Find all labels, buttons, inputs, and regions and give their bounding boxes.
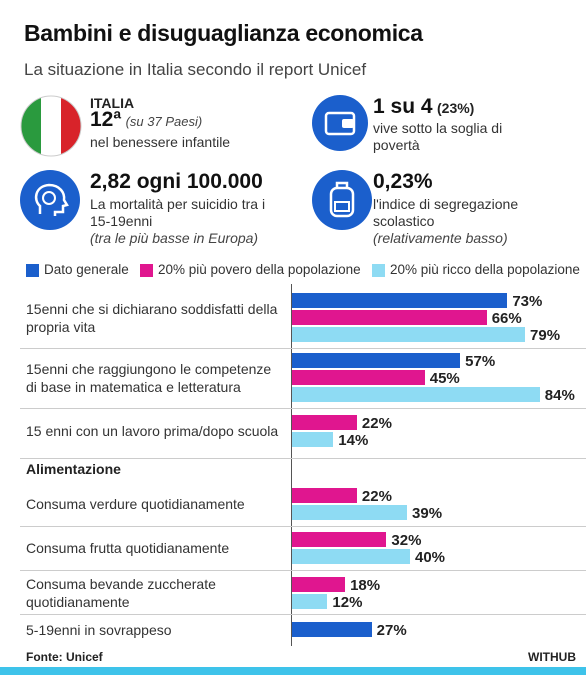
divider	[20, 348, 586, 349]
bar	[292, 310, 487, 325]
stat-note: (su 37 Paesi)	[125, 114, 203, 129]
source: Fonte: Unicef	[26, 650, 103, 664]
bar	[292, 387, 540, 402]
stat: 12ª (su 37 Paesi)	[90, 108, 202, 132]
bar	[292, 577, 346, 592]
divider	[20, 526, 586, 527]
bar	[292, 549, 410, 564]
wallet-icon	[312, 95, 368, 151]
value-label: 18%	[350, 577, 381, 594]
stat-text: nel benessere infantile	[90, 134, 231, 150]
category-label: Consuma verdure quotidianamente	[26, 496, 245, 512]
legend-label: Dato generale	[44, 262, 129, 277]
subtitle: La situazione in Italia secondo il repor…	[24, 60, 367, 79]
value-label: 40%	[415, 549, 446, 566]
stat-big: 2,82 ogni 100.000	[90, 170, 263, 193]
legend-label: 20% più povero della popolazione	[158, 262, 361, 277]
category-label: 15enni che raggiungono le competenze di …	[26, 360, 272, 395]
stat-note: (tra le più basse in Europa)	[90, 230, 259, 246]
head-icon	[20, 170, 80, 230]
bottom-strip	[0, 667, 586, 675]
bar	[292, 622, 372, 637]
baseline	[291, 284, 292, 646]
value-label: 57%	[465, 353, 496, 370]
value-label: 27%	[376, 622, 407, 639]
bar	[292, 353, 461, 368]
stat-text: La mortalità per suicidio tra i 15-19enn…	[90, 196, 266, 229]
divider	[20, 408, 586, 409]
value-label: 79%	[530, 327, 561, 344]
category-label: 15enni che si dichiarano soddisfatti del…	[26, 300, 278, 335]
title: Bambini e disuguaglianza economica	[24, 20, 423, 46]
stat-big: 12ª	[90, 108, 122, 131]
category-label: Consuma bevande zuccherate quotidianamen…	[26, 576, 216, 610]
bar	[292, 432, 334, 447]
legend-swatch	[26, 264, 39, 277]
stat-note: (relativamente basso)	[373, 230, 508, 246]
value-label: 22%	[361, 488, 392, 505]
value-label: 39%	[412, 505, 443, 522]
value-label: 32%	[391, 532, 422, 549]
stat-note: (23%)	[437, 100, 475, 116]
value-label: 12%	[332, 594, 363, 611]
category-label: 15 enni con un lavoro prima/dopo scuola	[26, 423, 279, 439]
backpack-icon	[312, 170, 372, 230]
stat-text: vive sotto la soglia di povertà	[373, 120, 503, 153]
divider	[20, 458, 586, 459]
stat-big: 0,23%	[373, 170, 433, 193]
divider	[20, 570, 586, 571]
category-label: Consuma frutta quotidianamente	[26, 540, 230, 556]
stat-heading: ITALIA	[90, 95, 135, 111]
divider	[20, 614, 586, 615]
brand: WITHUB	[528, 650, 576, 664]
category-label: 5-19enni in sovrappeso	[26, 621, 172, 638]
bar	[292, 594, 328, 609]
legend-swatch	[140, 264, 153, 277]
value-label: 84%	[544, 387, 575, 404]
bar	[292, 505, 408, 520]
legend-swatch	[372, 264, 385, 277]
value-label: 22%	[361, 415, 392, 432]
flag-icon	[20, 95, 82, 157]
stat: 1 su 4 (23%)	[373, 95, 474, 119]
bar	[292, 532, 387, 547]
value-label: 66%	[491, 310, 522, 327]
value-label: 14%	[338, 432, 369, 449]
value-label: 45%	[429, 370, 460, 387]
section-label: Alimentazione	[26, 461, 121, 477]
bar	[292, 327, 526, 342]
bar	[292, 293, 508, 308]
stat-big: 1 su 4	[373, 95, 433, 118]
value-label: 73%	[512, 293, 543, 310]
legend-label: 20% più ricco della popolazione	[390, 262, 580, 277]
bar	[292, 488, 357, 503]
bar	[292, 415, 357, 430]
bar	[292, 370, 425, 385]
stat-text: l'indice di segregazione scolastico	[373, 196, 519, 229]
